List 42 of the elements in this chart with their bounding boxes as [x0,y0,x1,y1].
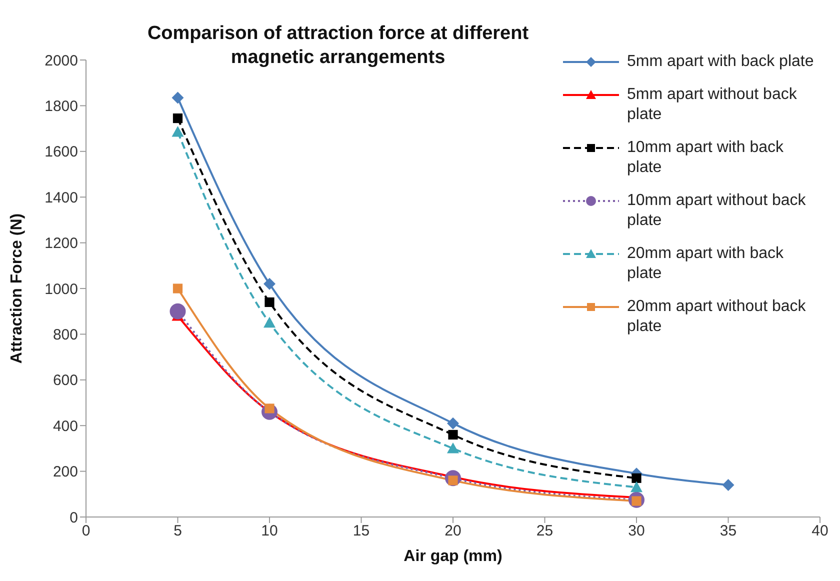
point [448,430,458,440]
point [722,479,734,492]
y-tick-label: 1600 [44,144,78,161]
y-tick-label: 1400 [44,189,78,206]
legend-label: 10mm apart with back plate [627,138,785,178]
y-tick-label: 0 [70,509,78,526]
point [264,297,274,308]
legend-label: 5mm apart with back plate [627,52,815,72]
x-tick-label: 20 [444,522,462,540]
y-tick-label: 800 [52,326,78,344]
x-axis-title: Air gap (mm) [404,548,502,565]
point [447,442,459,454]
point [264,316,276,328]
y-tick-label: 1800 [44,98,78,116]
chart-title: Comparison of attraction force at different magnetic arrangements [146,22,530,70]
legend-label: 20mm apart without back plate [627,297,807,337]
x-tick-label: 40 [812,522,828,540]
x-tick-label: 15 [352,522,370,540]
legend-label: 5mm apart without back plate [627,85,798,125]
x-tick-label: 25 [536,522,554,540]
y-tick-label: 1200 [44,235,78,252]
legend-label: 10mm apart without back plate [627,191,807,231]
y-tick-label: 2000 [44,52,78,70]
x-tick-label: 30 [628,522,645,540]
x-tick-label: 0 [82,522,90,540]
point [632,473,642,483]
point [172,113,183,124]
x-tick-label: 10 [261,522,278,540]
point [447,417,459,430]
x-tick-label: 35 [720,522,737,540]
point [172,126,184,137]
point [264,278,276,290]
y-tick-label: 1000 [44,280,78,298]
y-axis-title: Attraction Force (N) [8,213,26,364]
point [172,92,184,104]
y-tick-label: 400 [52,418,78,435]
y-tick-label: 600 [52,372,78,390]
y-tick-label: 200 [52,464,78,481]
point [630,481,642,492]
legend-label: 20mm apart with back plate [627,244,785,284]
point [172,284,183,294]
x-tick-label: 5 [174,522,182,540]
